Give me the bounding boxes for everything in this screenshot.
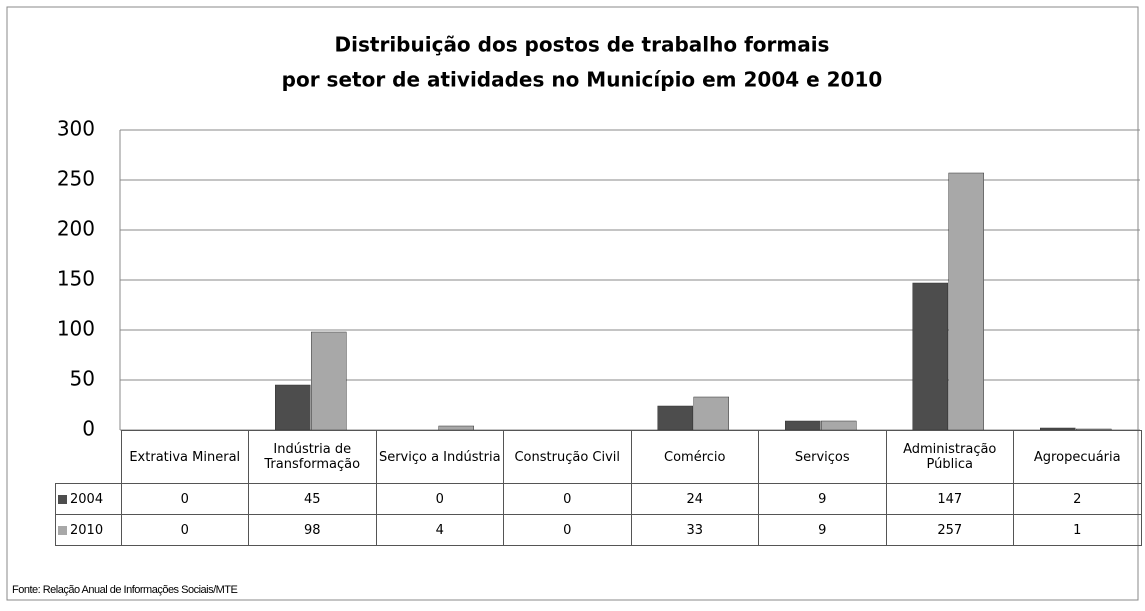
category-label: Construção Civil (503, 430, 632, 484)
chart-title: por setor de atividades no Município em … (282, 68, 883, 92)
legend-label: 2004 (70, 491, 104, 507)
table-value: 257 (885, 514, 1014, 546)
bar (693, 396, 729, 431)
table-value: 0 (120, 483, 249, 515)
chart-title: Distribuição dos postos de trabalho form… (335, 33, 830, 57)
category-label: Administração Pública (885, 430, 1014, 484)
category-label: Comércio (630, 430, 759, 484)
y-tick-label: 100 (57, 317, 95, 341)
table-value: 0 (503, 483, 632, 515)
table-value: 0 (503, 514, 632, 546)
table-value: 4 (375, 514, 504, 546)
table-value: 0 (120, 514, 249, 546)
legend-entry: 2004 (55, 483, 122, 515)
y-tick-label: 50 (70, 367, 95, 391)
legend-entry: 2010 (55, 514, 122, 546)
y-tick-label: 150 (57, 267, 95, 291)
y-tick-label: 200 (57, 217, 95, 241)
table-value: 0 (375, 483, 504, 515)
category-label: Agropecuária (1013, 430, 1142, 484)
legend-label: 2010 (70, 522, 104, 538)
table-row: 2004 0 45 0 0 24 9 147 2 (55, 483, 1142, 515)
table-value: 98 (248, 514, 377, 546)
bar (311, 331, 347, 431)
data-table: Extrativa Mineral Indústria de Transforma… (55, 430, 1142, 546)
table-value: 2 (1013, 483, 1142, 515)
legend-swatch (58, 494, 67, 504)
bar (821, 420, 857, 431)
table-value: 9 (758, 514, 887, 546)
table-value: 1 (1013, 514, 1142, 546)
bar (912, 282, 948, 431)
legend-swatch (58, 525, 67, 535)
bar (948, 172, 984, 431)
y-tick-label: 250 (57, 167, 95, 191)
table-value: 9 (758, 483, 887, 515)
table-row: Extrativa Mineral Indústria de Transforma… (55, 430, 1142, 484)
y-tick-label: 300 (57, 117, 95, 141)
category-label: Indústria de Transformação (248, 430, 377, 484)
table-value: 147 (885, 483, 1014, 515)
table-row: 2010 0 98 4 0 33 9 257 1 (55, 514, 1142, 546)
table-value: 33 (630, 514, 759, 546)
category-label: Serviço a Indústria (375, 430, 504, 484)
bar (657, 405, 693, 431)
bar (275, 384, 311, 431)
category-label: Serviços (758, 430, 887, 484)
table-value: 24 (630, 483, 759, 515)
category-label: Extrativa Mineral (120, 430, 249, 484)
table-value: 45 (248, 483, 377, 515)
frame (6, 6, 1139, 601)
bar (785, 420, 821, 431)
corner (55, 430, 122, 484)
source: Fonte: Relação Anual de Informações Soci… (12, 584, 238, 596)
